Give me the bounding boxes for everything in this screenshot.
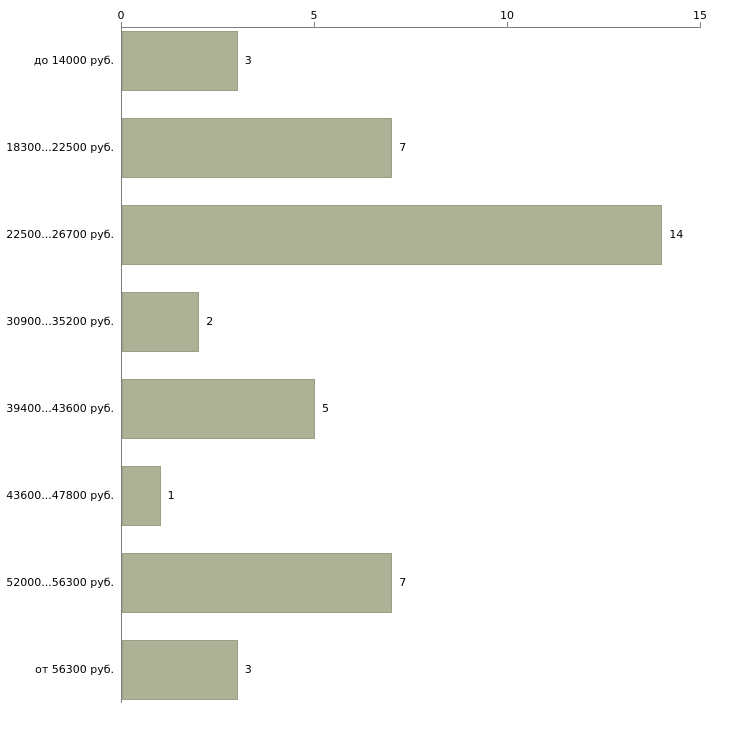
- category-label: 18300...22500 руб.: [6, 141, 114, 154]
- category-label: от 56300 руб.: [35, 663, 114, 676]
- x-axis-line: [121, 27, 701, 28]
- bar: [122, 292, 200, 352]
- bar: [122, 553, 393, 613]
- x-axis-tick-label: 15: [693, 9, 707, 22]
- x-axis-tick-label: 10: [500, 9, 514, 22]
- bar: [122, 31, 238, 91]
- value-label: 3: [244, 663, 252, 676]
- x-axis-tick: [314, 22, 315, 27]
- x-axis-tick: [700, 22, 701, 27]
- value-label: 14: [669, 228, 684, 241]
- bar: [122, 205, 663, 265]
- x-axis-tick: [507, 22, 508, 27]
- value-label: 2: [206, 315, 214, 328]
- value-label: 3: [244, 54, 252, 67]
- category-label: 39400...43600 руб.: [6, 402, 114, 415]
- value-label: 7: [399, 141, 407, 154]
- bar: [122, 118, 393, 178]
- x-axis-tick: [121, 22, 122, 27]
- bar: [122, 640, 238, 700]
- y-axis-line: [121, 27, 122, 703]
- category-label: 22500...26700 руб.: [6, 228, 114, 241]
- category-label: 30900...35200 руб.: [6, 315, 114, 328]
- value-label: 7: [399, 576, 407, 589]
- category-label: 52000...56300 руб.: [6, 576, 114, 589]
- category-label: до 14000 руб.: [33, 54, 114, 67]
- value-label: 5: [322, 402, 329, 415]
- x-axis-tick-label: 5: [310, 9, 318, 22]
- value-label: 1: [167, 489, 175, 502]
- bar: [122, 379, 315, 439]
- category-label: 43600...47800 руб.: [6, 489, 114, 502]
- x-axis-tick-label: 0: [117, 9, 125, 22]
- bar: [122, 466, 161, 526]
